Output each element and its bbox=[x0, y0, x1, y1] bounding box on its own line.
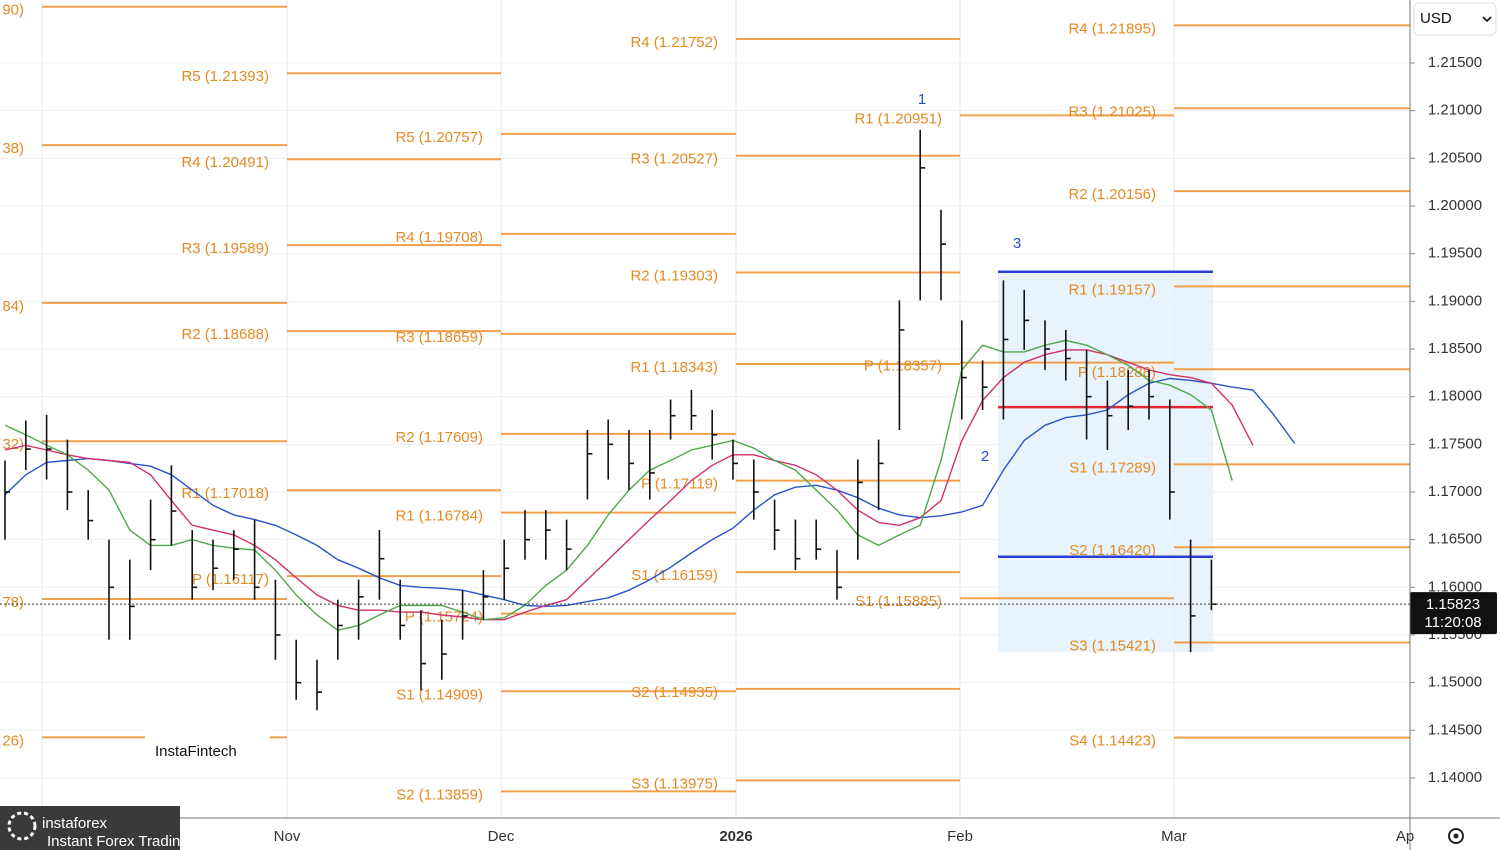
pivot-label: R3 (1.18659) bbox=[395, 329, 483, 346]
pivot-label: P (1.15724) bbox=[405, 609, 483, 626]
y-tick-label: 1.17500 bbox=[1428, 435, 1482, 452]
pivot-label: P (1.16117) bbox=[192, 571, 269, 588]
pivot-label: R2 (1.20156) bbox=[1068, 186, 1156, 203]
settings-icon-core bbox=[1453, 833, 1459, 839]
settings-icon[interactable] bbox=[1448, 828, 1464, 844]
pivot-label: 32) bbox=[2, 436, 24, 453]
pivot-label: S2 (1.16420) bbox=[1069, 542, 1156, 559]
y-tick-label: 1.19500 bbox=[1428, 245, 1482, 262]
pivot-label: R5 (1.20757) bbox=[395, 129, 483, 146]
pivot-label: 90) bbox=[2, 2, 24, 19]
y-tick-label: 1.16000 bbox=[1428, 578, 1482, 595]
logo-name: instaforex bbox=[42, 815, 108, 832]
pivot-label: R3 (1.19589) bbox=[181, 240, 269, 257]
pivot-label: R4 (1.21895) bbox=[1068, 20, 1156, 37]
pivot-label: R1 (1.16784) bbox=[395, 508, 483, 525]
x-tick-label: Ap bbox=[1396, 828, 1414, 845]
price-box bbox=[1410, 592, 1497, 635]
y-tick-label: 1.21000 bbox=[1428, 102, 1482, 119]
x-tick-label: Dec bbox=[488, 828, 515, 845]
watermark-box bbox=[145, 715, 270, 775]
x-tick-label: 2026 bbox=[719, 828, 752, 845]
annotation: 2 bbox=[981, 448, 989, 465]
pivot-label: R3 (1.20527) bbox=[630, 151, 718, 168]
pivot-label: R1 (1.18343) bbox=[630, 359, 718, 376]
pivot-label: 78) bbox=[2, 594, 24, 611]
pivot-label: S3 (1.15421) bbox=[1069, 637, 1156, 654]
pivot-label: R2 (1.18688) bbox=[181, 326, 269, 343]
y-tick-label: 1.16500 bbox=[1428, 531, 1482, 548]
pivot-label: S1 (1.16159) bbox=[631, 567, 718, 584]
pivot-label: R2 (1.17609) bbox=[395, 429, 483, 446]
last-price-label: 1.15823 bbox=[1426, 596, 1480, 613]
y-tick-label: 1.14500 bbox=[1428, 721, 1482, 738]
pivot-label: R1 (1.17018) bbox=[181, 485, 269, 502]
y-tick-label: 1.19000 bbox=[1428, 292, 1482, 309]
chevron bbox=[1482, 16, 1492, 23]
y-tick-label: 1.18500 bbox=[1428, 340, 1482, 357]
y-tick-label: 1.15000 bbox=[1428, 674, 1482, 691]
logo-box bbox=[0, 806, 180, 850]
profile-box bbox=[998, 271, 1213, 653]
watermark: InstaFintech bbox=[155, 743, 237, 760]
y-tick-label: 1.14000 bbox=[1428, 769, 1482, 786]
pivot-label: R4 (1.20491) bbox=[181, 154, 269, 171]
pivot-label: R1 (1.19157) bbox=[1068, 281, 1156, 298]
pivot-label: R2 (1.19303) bbox=[630, 267, 718, 284]
x-tick-label: Mar bbox=[1161, 828, 1187, 845]
pivot-label: S4 (1.14423) bbox=[1069, 733, 1156, 750]
pivot-label: 26) bbox=[2, 732, 24, 749]
pivot-label: S1 (1.14909) bbox=[396, 686, 483, 703]
logo-tagline: Instant Forex Trading bbox=[47, 833, 189, 850]
annotation: 1 bbox=[918, 91, 926, 108]
y-tick-label: 1.21500 bbox=[1428, 54, 1482, 71]
y-tick-label: 1.18000 bbox=[1428, 388, 1482, 405]
logo-icon bbox=[7, 811, 37, 841]
pivot-label: P (1.18288) bbox=[1078, 364, 1156, 381]
pivot-label: P (1.18357) bbox=[864, 358, 942, 375]
currency-label: USD bbox=[1420, 10, 1452, 27]
countdown: 11:20:08 bbox=[1424, 614, 1481, 631]
currency-select[interactable] bbox=[1413, 2, 1497, 36]
x-tick-label: Nov bbox=[274, 828, 301, 845]
pivot-label: 38) bbox=[2, 140, 24, 157]
pivot-label: R4 (1.19708) bbox=[395, 229, 483, 246]
pivot-label: P (1.17119) bbox=[641, 476, 718, 493]
pivot-label: S2 (1.13859) bbox=[396, 786, 483, 803]
pivot-label: 84) bbox=[2, 298, 24, 315]
y-tick-label: 1.20000 bbox=[1428, 197, 1482, 214]
moving-average bbox=[4, 339, 1233, 631]
pivot-label: S3 (1.13975) bbox=[631, 775, 718, 792]
annotation: 3 bbox=[1013, 235, 1021, 252]
pivot-label: S1 (1.15885) bbox=[855, 593, 942, 610]
pivot-label: S2 (1.14935) bbox=[631, 684, 718, 701]
y-tick-label: 1.17000 bbox=[1428, 483, 1482, 500]
pivot-label: R4 (1.21752) bbox=[630, 34, 718, 51]
pivot-label: R3 (1.21025) bbox=[1068, 103, 1156, 120]
pivot-label: S1 (1.17289) bbox=[1069, 459, 1156, 476]
moving-average bbox=[4, 377, 1296, 608]
x-tick-label: Feb bbox=[947, 828, 973, 845]
y-tick-label: 1.20500 bbox=[1428, 149, 1482, 166]
pivot-label: R1 (1.20951) bbox=[854, 110, 942, 127]
pivot-label: R5 (1.21393) bbox=[181, 68, 269, 85]
